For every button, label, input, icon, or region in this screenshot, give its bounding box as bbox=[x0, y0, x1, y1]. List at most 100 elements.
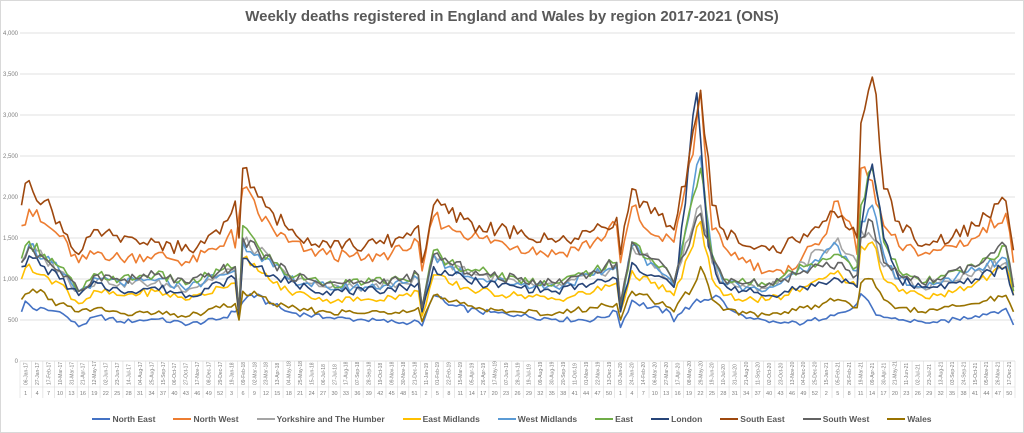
legend-item: South East bbox=[720, 414, 785, 424]
x-date-label: 12-May-17 bbox=[92, 361, 98, 385]
legend-swatch bbox=[595, 418, 614, 420]
x-date-label: 05-Nov-21 bbox=[984, 361, 990, 385]
x-date-label: 14-Jul-17 bbox=[126, 364, 132, 385]
legend-swatch bbox=[173, 418, 192, 420]
x-date-label: 21-Apr-17 bbox=[81, 363, 87, 385]
x-date-label: 17-Dec-21 bbox=[1007, 361, 1013, 385]
legend-label: Wales bbox=[907, 414, 932, 424]
y-tick-label: 1,500 bbox=[3, 236, 19, 242]
x-date-label: 03-Jan-20 bbox=[618, 362, 624, 385]
x-date-label: 19-Jul-19 bbox=[527, 364, 533, 385]
x-date-label: 01-Nov-19 bbox=[584, 361, 590, 385]
legend-item: Yorkshire and The Humber bbox=[256, 414, 385, 424]
series-line-south-east bbox=[20, 76, 1015, 264]
x-week-label: 50 bbox=[1006, 391, 1012, 397]
x-date-label: 27-Jan-17 bbox=[35, 362, 41, 385]
legend-item: East Midlands bbox=[402, 414, 480, 424]
x-week-label: 29 bbox=[926, 391, 932, 397]
x-date-label: 26-Feb-21 bbox=[847, 362, 853, 385]
legend-item: East bbox=[595, 414, 633, 424]
x-date-label: 07-Jun-19 bbox=[504, 362, 510, 385]
x-week-label: 34 bbox=[743, 391, 749, 397]
x-date-label: 19-Mar-21 bbox=[858, 362, 864, 385]
x-date-label: 17-Apr-20 bbox=[675, 363, 681, 385]
x-date-label: 07-Sep-18 bbox=[355, 361, 361, 385]
x-date-label: 21-May-21 bbox=[893, 361, 899, 385]
x-week-label: 16 bbox=[80, 391, 86, 397]
y-tick-label: 500 bbox=[8, 318, 19, 324]
legend-label: West Midlands bbox=[517, 414, 578, 424]
x-week-label: 35 bbox=[549, 391, 555, 397]
x-week-label: 48 bbox=[400, 391, 406, 397]
x-week-label: 8 bbox=[447, 391, 450, 397]
x-week-label: 46 bbox=[789, 391, 795, 397]
legend-label: North East bbox=[112, 414, 156, 424]
y-tick-label: 1,000 bbox=[3, 277, 19, 283]
x-date-label: 08-Dec-17 bbox=[207, 361, 213, 385]
x-date-label: 09-Aug-19 bbox=[538, 361, 544, 385]
x-week-label: 51 bbox=[412, 391, 418, 397]
x-week-label: 25 bbox=[114, 391, 120, 397]
x-date-label: 06-Jan-17 bbox=[24, 362, 30, 385]
legend-label: East bbox=[615, 414, 634, 424]
x-date-label: 26-Apr-19 bbox=[481, 363, 487, 385]
x-week-label: 38 bbox=[960, 391, 966, 397]
x-date-label: 15-Jun-18 bbox=[309, 362, 315, 385]
x-date-label: 15-Jan-21 bbox=[824, 362, 830, 385]
x-date-label: 23-Mar-18 bbox=[264, 362, 270, 385]
x-date-label: 17-Feb-17 bbox=[46, 362, 52, 385]
y-tick-label: 2,500 bbox=[3, 154, 19, 160]
x-date-label: 27-Oct-17 bbox=[184, 363, 190, 385]
x-date-label: 31-Mar-17 bbox=[69, 362, 75, 385]
x-date-label: 19-Jun-20 bbox=[710, 362, 716, 385]
x-week-label: 49 bbox=[206, 391, 212, 397]
x-date-label: 30-Nov-18 bbox=[401, 361, 407, 385]
x-week-label: 34 bbox=[148, 391, 154, 397]
x-week-label: 25 bbox=[709, 391, 715, 397]
x-date-label: 15-Sep-17 bbox=[161, 361, 167, 385]
chart-title: Weekly deaths registered in England and … bbox=[245, 8, 779, 25]
x-date-label: 06-Mar-20 bbox=[653, 362, 659, 385]
x-week-label: 7 bbox=[642, 391, 645, 397]
x-date-label: 29-Dec-17 bbox=[218, 361, 224, 385]
x-week-label: 31 bbox=[137, 391, 143, 397]
x-week-label: 13 bbox=[68, 391, 74, 397]
x-week-label: 49 bbox=[800, 391, 806, 397]
x-week-label: 9 bbox=[253, 391, 256, 397]
x-week-label: 32 bbox=[938, 391, 944, 397]
legend-item: North East bbox=[92, 414, 155, 424]
x-week-label: 20 bbox=[892, 391, 898, 397]
x-date-label: 21-Dec-18 bbox=[412, 361, 418, 385]
x-week-label: 26 bbox=[514, 391, 520, 397]
x-date-label: 10-Mar-17 bbox=[58, 362, 64, 385]
x-date-label: 09-Apr-21 bbox=[870, 363, 876, 385]
x-week-label: 38 bbox=[560, 391, 566, 397]
legend-label: East Midlands bbox=[422, 414, 480, 424]
x-date-label: 23-Jun-17 bbox=[115, 362, 121, 385]
x-week-label: 44 bbox=[583, 391, 589, 397]
x-week-label: 23 bbox=[503, 391, 509, 397]
x-date-label: 25-Dec-20 bbox=[813, 361, 819, 385]
x-week-label: 12 bbox=[263, 391, 269, 397]
x-week-label: 2 bbox=[825, 391, 828, 397]
x-week-label: 21 bbox=[297, 391, 303, 397]
x-week-label: 1 bbox=[619, 391, 622, 397]
x-week-label: 22 bbox=[697, 391, 703, 397]
legend-swatch bbox=[497, 418, 516, 420]
x-week-label: 11 bbox=[858, 391, 864, 397]
x-week-label: 40 bbox=[766, 391, 772, 397]
y-tick-label: 3,500 bbox=[3, 72, 19, 78]
x-week-label: 43 bbox=[777, 391, 783, 397]
x-date-label: 29-May-20 bbox=[698, 361, 704, 385]
x-week-label: 35 bbox=[949, 391, 955, 397]
x-date-label: 23-Oct-20 bbox=[778, 363, 784, 385]
x-week-label: 23 bbox=[903, 391, 909, 397]
legend-swatch bbox=[92, 418, 111, 420]
series-line-north-west bbox=[21, 89, 1015, 276]
x-week-label: 20 bbox=[492, 391, 498, 397]
x-week-label: 33 bbox=[343, 391, 349, 397]
y-tick-label: 0 bbox=[15, 359, 19, 365]
x-week-label: 8 bbox=[848, 391, 851, 397]
x-week-label: 5 bbox=[836, 391, 839, 397]
y-tick-label: 3,000 bbox=[3, 113, 19, 119]
